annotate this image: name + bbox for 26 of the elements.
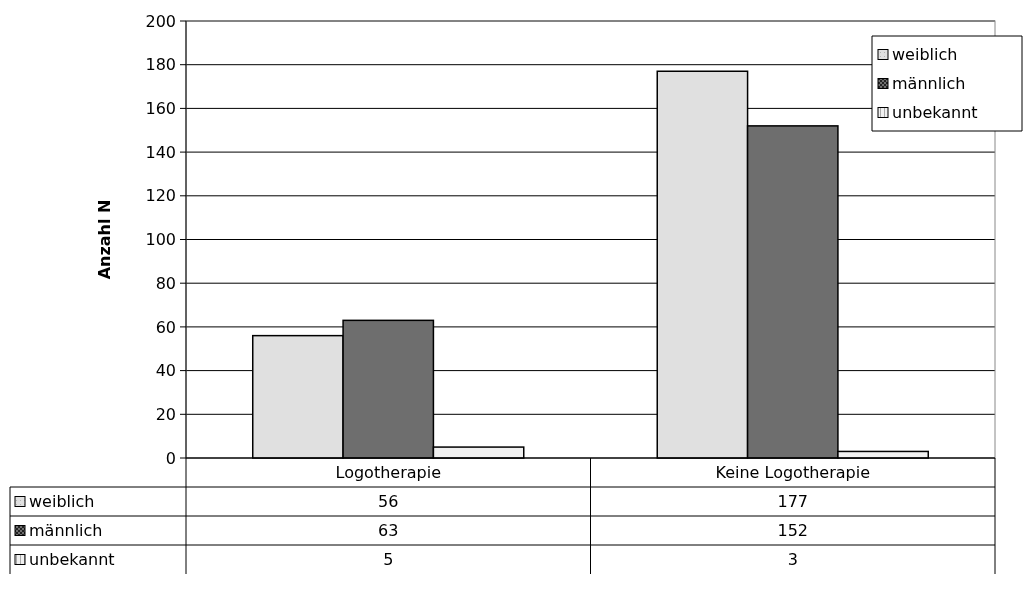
y-tick-label: 80 bbox=[155, 273, 176, 293]
text: unbekannt bbox=[29, 550, 115, 570]
y-axis-title: Anzahl N bbox=[95, 199, 114, 280]
text: weiblich bbox=[29, 492, 95, 512]
y-tick-label: 0 bbox=[165, 448, 176, 468]
text: männlich bbox=[29, 521, 103, 541]
x-tick-label: Keine Logotherapie bbox=[715, 463, 871, 483]
data-label: 56 bbox=[378, 492, 399, 512]
y-tick-label: 40 bbox=[155, 361, 176, 381]
y-tick-label: 180 bbox=[145, 55, 176, 75]
y-tick-label: 60 bbox=[155, 317, 176, 337]
y-tick-label: 20 bbox=[155, 404, 176, 424]
data-label: 63 bbox=[378, 521, 399, 541]
y-tick-label: 200 bbox=[145, 11, 176, 31]
data-label: 5 bbox=[383, 550, 394, 570]
y-tick-label: 120 bbox=[145, 186, 176, 206]
text: männlich bbox=[892, 74, 966, 94]
text: weiblich bbox=[892, 45, 958, 65]
y-tick-label: 100 bbox=[145, 230, 176, 250]
data-label: 152 bbox=[777, 521, 809, 541]
y-tick-label: 160 bbox=[145, 99, 176, 118]
text: unbekannt bbox=[892, 103, 978, 123]
data-label: 3 bbox=[787, 550, 798, 570]
x-tick-label: Logotherapie bbox=[335, 463, 441, 483]
y-tick-label: 140 bbox=[145, 142, 176, 162]
data-label: 177 bbox=[777, 492, 809, 512]
